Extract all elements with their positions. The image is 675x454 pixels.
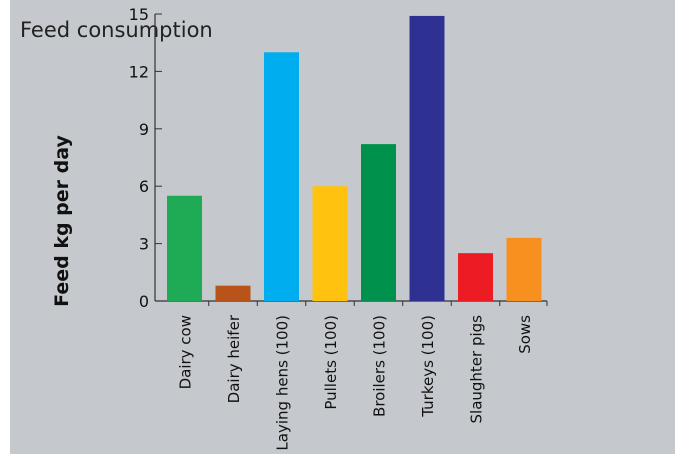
y-tick-label: 15 <box>129 5 149 24</box>
x-tick-label: Turkeys (100) <box>419 315 437 418</box>
bar <box>215 285 251 301</box>
y-tick-label: 6 <box>139 177 149 196</box>
x-tick-label: Slaughter pigs <box>468 315 486 424</box>
bar <box>167 195 202 301</box>
y-tick-label: 12 <box>129 62 149 81</box>
x-tick-label: Laying hens (100) <box>274 315 292 451</box>
y-tick-label: 9 <box>139 120 149 139</box>
bar <box>264 52 299 302</box>
bar <box>409 15 445 302</box>
y-tick-label: 3 <box>139 235 149 254</box>
chart-title: Feed consumption <box>20 18 213 42</box>
bar <box>506 237 542 301</box>
bar <box>458 253 493 301</box>
x-tick-label: Dairy heifer <box>225 314 243 403</box>
x-tick-label: Dairy cow <box>177 315 195 389</box>
x-tick-label: Pullets (100) <box>322 315 340 410</box>
x-tick-label: Sows <box>516 315 534 354</box>
y-tick-label: 0 <box>139 292 149 311</box>
bar <box>312 186 348 301</box>
x-tick-label: Broilers (100) <box>371 315 389 417</box>
bar <box>361 144 396 301</box>
